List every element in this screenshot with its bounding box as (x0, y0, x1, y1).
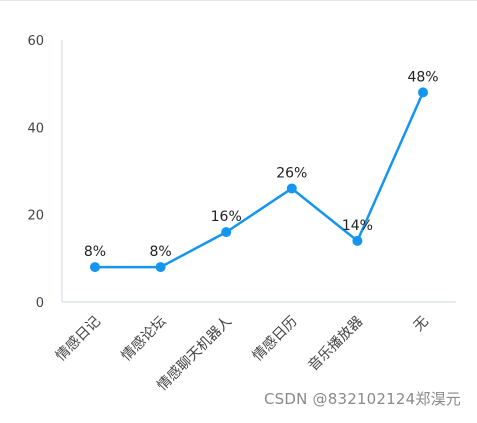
watermark-text: CSDN @832102124郑淏元 (263, 390, 461, 408)
data-label: 26% (276, 165, 307, 181)
y-tick-label: 60 (27, 34, 44, 49)
top-border (0, 0, 477, 1)
data-label: 16% (211, 209, 242, 225)
data-label: 48% (407, 69, 438, 85)
data-point (286, 183, 297, 194)
data-label: 14% (342, 218, 373, 234)
data-point (352, 235, 363, 246)
data-point (418, 87, 428, 98)
data-label: 8% (84, 244, 106, 260)
y-tick-label: 40 (27, 121, 44, 136)
x-category-label: 情感日记 (52, 313, 104, 365)
data-point (221, 227, 232, 238)
series-line (95, 91, 425, 269)
y-tick-label: 20 (27, 209, 44, 224)
data-point (90, 262, 100, 273)
x-category-label: 无 (411, 314, 432, 335)
data-point (155, 262, 166, 273)
data-label: 8% (149, 244, 171, 260)
x-category-label: 情感论坛 (118, 313, 170, 365)
x-category-label: 情感日历 (249, 313, 301, 365)
y-tick-label: 0 (36, 296, 44, 311)
x-category-label: 音乐播放器 (305, 313, 367, 375)
